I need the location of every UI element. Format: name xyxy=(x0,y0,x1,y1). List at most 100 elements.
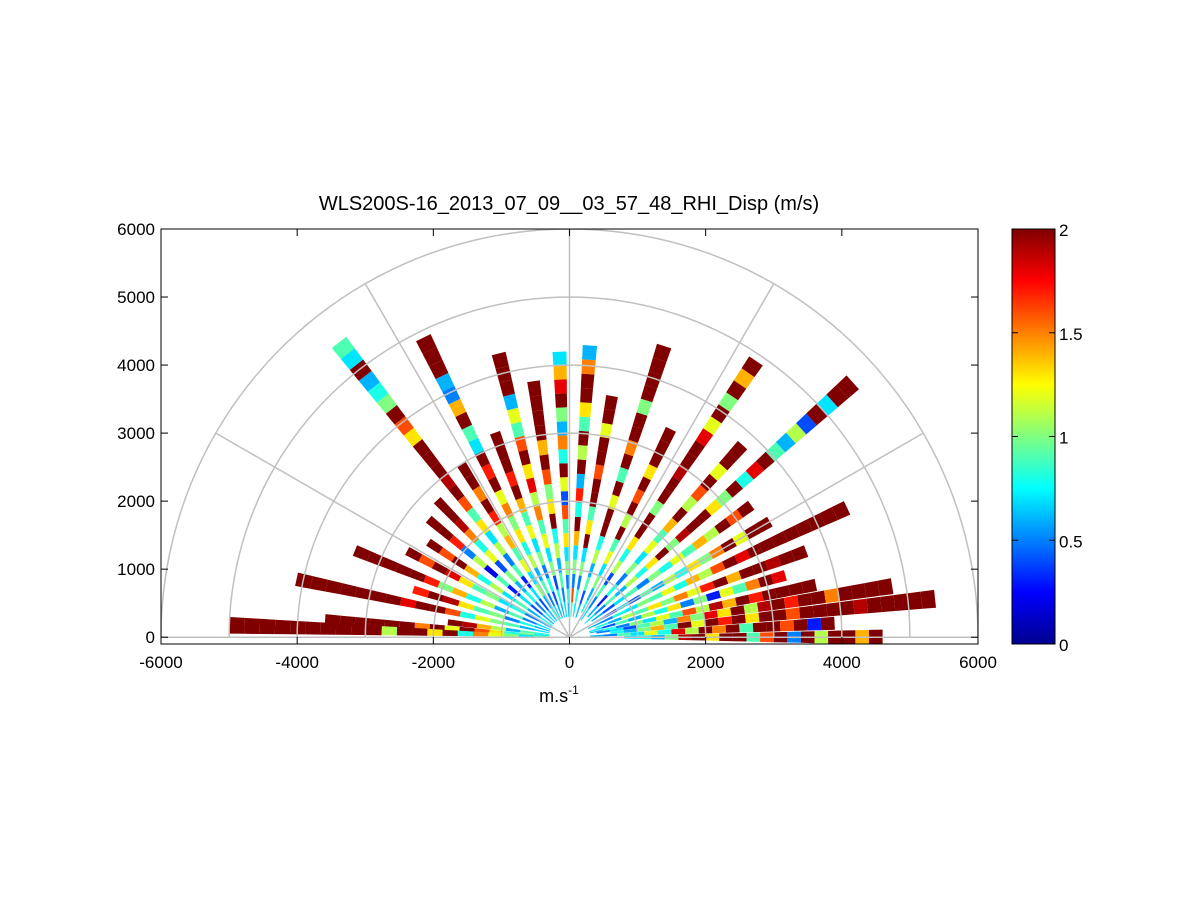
colorbar-tick-label: 0 xyxy=(1059,636,1068,655)
rhi-cell xyxy=(532,410,545,427)
rhi-cell xyxy=(518,449,531,466)
rhi-cell xyxy=(660,596,676,607)
rhi-cell xyxy=(538,598,549,611)
rhi-cell xyxy=(488,632,504,637)
rhi-cell xyxy=(472,555,488,569)
rhi-cell xyxy=(616,467,629,484)
rhi-cell xyxy=(526,524,536,540)
rhi-cell xyxy=(735,594,751,606)
rhi-cell xyxy=(540,579,550,594)
rhi-cell xyxy=(725,624,740,633)
rhi-cell xyxy=(524,590,537,603)
rhi-cell xyxy=(514,580,527,593)
rhi-cell xyxy=(602,626,617,631)
rhi-cell xyxy=(493,605,510,615)
rhi-cell xyxy=(431,561,449,575)
rhi-cell xyxy=(352,545,371,562)
rhi-cell xyxy=(464,564,480,578)
polar-spoke xyxy=(569,432,924,638)
rhi-cell xyxy=(305,621,321,635)
rhi-cell xyxy=(675,527,691,543)
rhi-cell xyxy=(807,617,822,631)
rhi-cell xyxy=(493,541,507,556)
rhi-cell xyxy=(661,585,676,597)
rhi-cell xyxy=(672,506,688,523)
rhi-cell xyxy=(484,590,500,602)
rhi-cell xyxy=(657,629,672,635)
rhi-cell xyxy=(735,470,754,489)
rhi-cell xyxy=(555,407,568,422)
rhi-cell xyxy=(621,611,636,620)
rhi-cell xyxy=(582,345,598,361)
rhi-cell xyxy=(499,379,515,397)
rhi-cell xyxy=(588,596,598,609)
rhi-cell xyxy=(596,629,610,634)
rhi-cell xyxy=(634,524,648,540)
rhi-cell xyxy=(553,365,567,380)
rhi-cell xyxy=(473,605,490,615)
rhi-cell xyxy=(593,464,605,480)
rhi-cell xyxy=(831,501,851,521)
rhi-cell xyxy=(541,613,555,625)
rhi-cell xyxy=(541,533,550,549)
rhi-cell xyxy=(660,426,676,444)
colorbar-tick-label: 1.5 xyxy=(1059,325,1083,344)
rhi-cell xyxy=(519,620,535,628)
rhi-cell xyxy=(554,379,567,394)
rhi-cell xyxy=(764,555,782,571)
rhi-cell xyxy=(448,398,467,417)
rhi-cell xyxy=(572,603,577,618)
rhi-cell xyxy=(712,625,726,634)
rhi-cell xyxy=(697,567,713,580)
rhi-cell xyxy=(484,549,499,564)
rhi-cell xyxy=(877,578,894,596)
rhi-cell xyxy=(510,421,525,438)
rhi-cell xyxy=(507,407,522,425)
rhi-cell xyxy=(451,587,468,599)
rhi-cell xyxy=(534,625,551,632)
rhi-cell xyxy=(534,632,550,636)
rhi-cell xyxy=(632,412,648,430)
rhi-cell xyxy=(669,552,685,566)
y-tick-label: 4000 xyxy=(117,356,155,375)
rhi-cell xyxy=(541,469,552,485)
rhi-cell xyxy=(429,360,449,380)
rhi-cell xyxy=(810,590,826,605)
rhi-cell xyxy=(538,619,552,629)
rhi-cell xyxy=(580,608,590,621)
rhi-cell xyxy=(820,616,835,631)
rhi-cell xyxy=(395,563,413,577)
rhi-cell xyxy=(595,450,607,466)
rhi-cell xyxy=(864,580,880,598)
rhi-cell xyxy=(644,371,662,389)
rhi-cell xyxy=(819,507,838,526)
x-tick-label: 6000 xyxy=(959,653,997,672)
rhi-cell xyxy=(385,405,406,425)
x-axis-label-base: m.s xyxy=(539,686,568,706)
rhi-cell xyxy=(425,515,443,532)
rhi-cell xyxy=(435,372,455,392)
rhi-cell xyxy=(381,626,397,636)
rhi-cell xyxy=(474,538,489,554)
rhi-cell xyxy=(591,612,604,622)
rhi-cell xyxy=(755,451,775,471)
rhi-cell xyxy=(474,614,491,623)
rhi-cell xyxy=(587,506,596,521)
rhi-cell xyxy=(476,573,492,586)
rhi-cell xyxy=(620,513,633,529)
rhi-cell xyxy=(703,526,720,542)
rhi-cell xyxy=(494,489,508,506)
rhi-cell xyxy=(758,610,774,622)
rhi-cell xyxy=(460,545,477,560)
rhi-cell xyxy=(427,628,443,636)
rhi-cell xyxy=(325,579,343,595)
rhi-cell xyxy=(511,605,526,615)
y-tick-label: 0 xyxy=(146,628,155,647)
rhi-cell xyxy=(594,622,609,629)
rhi-cell xyxy=(631,488,645,505)
rhi-cell xyxy=(518,594,532,606)
rhi-cell xyxy=(522,617,537,625)
rhi-cell xyxy=(481,463,496,481)
rhi-cell xyxy=(310,576,328,592)
